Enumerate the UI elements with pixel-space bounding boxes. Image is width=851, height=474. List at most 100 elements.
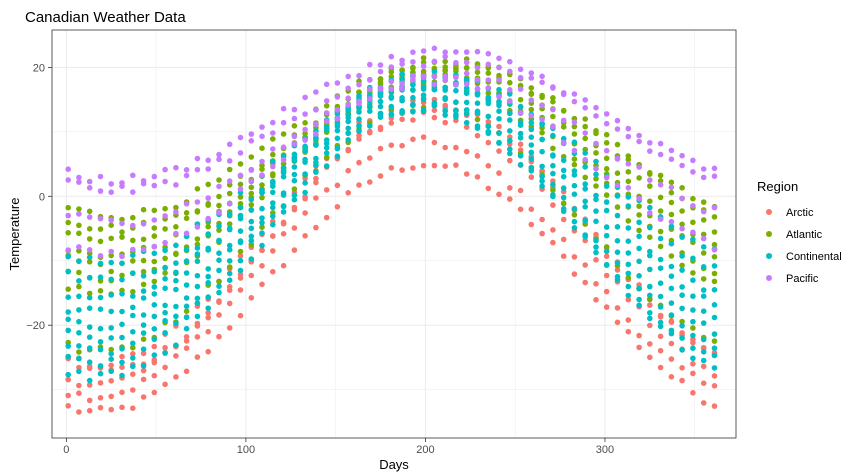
data-point (194, 354, 201, 360)
data-point (108, 308, 114, 315)
data-point (593, 176, 599, 182)
data-point (226, 190, 233, 197)
data-point (571, 212, 578, 218)
data-point (517, 74, 524, 81)
x-tick-label: 200 (416, 444, 434, 456)
data-point (474, 123, 481, 129)
data-point (711, 331, 718, 337)
data-point (237, 312, 244, 319)
data-point (679, 335, 685, 341)
data-point (313, 169, 319, 175)
data-point (614, 319, 621, 326)
data-point (173, 209, 179, 215)
data-point (259, 124, 265, 130)
data-point (657, 243, 664, 250)
data-point (194, 236, 201, 242)
data-point (291, 171, 298, 178)
data-point (410, 117, 416, 123)
data-point (86, 334, 93, 341)
data-point (625, 292, 632, 299)
data-point (711, 338, 718, 344)
data-point (431, 86, 438, 93)
data-point (388, 69, 395, 75)
data-point (657, 319, 664, 326)
data-point (603, 140, 610, 146)
data-point (474, 153, 481, 159)
data-point (334, 115, 341, 122)
data-point (97, 260, 104, 267)
data-point (485, 96, 492, 102)
data-point (603, 244, 610, 250)
data-point (463, 89, 470, 95)
data-point (571, 119, 578, 125)
data-point (700, 344, 707, 351)
data-point (517, 122, 524, 128)
data-point (345, 130, 352, 137)
data-point (474, 132, 481, 139)
data-point (700, 231, 707, 238)
data-point (345, 85, 352, 91)
data-point (248, 167, 255, 173)
data-point (345, 118, 352, 125)
data-point (130, 252, 136, 258)
data-point (65, 309, 71, 315)
data-point (237, 271, 244, 278)
data-point (302, 159, 308, 165)
data-point (453, 81, 459, 88)
data-point (205, 215, 211, 222)
data-point (582, 135, 588, 142)
data-point (700, 293, 707, 300)
data-point (76, 222, 82, 229)
data-point (86, 345, 93, 351)
data-point (345, 190, 352, 196)
data-point (356, 72, 362, 79)
data-point (603, 288, 610, 295)
data-point (162, 330, 168, 336)
data-point (679, 292, 685, 299)
data-point (151, 258, 158, 265)
data-point (496, 130, 502, 136)
data-point (248, 241, 255, 248)
data-point (582, 198, 588, 205)
data-point (291, 106, 298, 113)
data-point (496, 94, 502, 100)
data-point (614, 260, 621, 266)
y-tick-label: −20 (26, 320, 45, 332)
data-point (248, 295, 255, 301)
data-point (582, 97, 588, 103)
data-point (302, 171, 308, 177)
data-point (119, 372, 125, 379)
data-point (582, 262, 588, 268)
data-point (345, 102, 352, 108)
data-point (474, 64, 481, 71)
data-point (690, 307, 696, 313)
data-point (593, 208, 599, 214)
data-point (205, 314, 211, 321)
data-point (97, 346, 104, 353)
data-point (302, 189, 308, 196)
data-point (560, 107, 567, 114)
data-point (216, 209, 222, 216)
data-point (614, 141, 621, 148)
data-point (291, 133, 298, 140)
data-point (463, 148, 470, 155)
data-point (614, 249, 621, 255)
data-point (625, 270, 632, 277)
data-point (474, 85, 481, 92)
data-point (76, 258, 82, 265)
data-point (291, 192, 298, 198)
data-point (151, 389, 158, 396)
data-point (302, 94, 308, 101)
data-point (237, 204, 244, 211)
data-point (86, 359, 93, 366)
data-point (205, 310, 211, 316)
data-point (431, 139, 438, 146)
data-point (410, 102, 416, 109)
data-point (496, 77, 502, 83)
data-point (410, 87, 416, 93)
data-point (690, 293, 696, 300)
data-point (140, 346, 147, 353)
data-point (690, 339, 696, 346)
data-point (119, 272, 125, 279)
data-point (313, 136, 319, 142)
